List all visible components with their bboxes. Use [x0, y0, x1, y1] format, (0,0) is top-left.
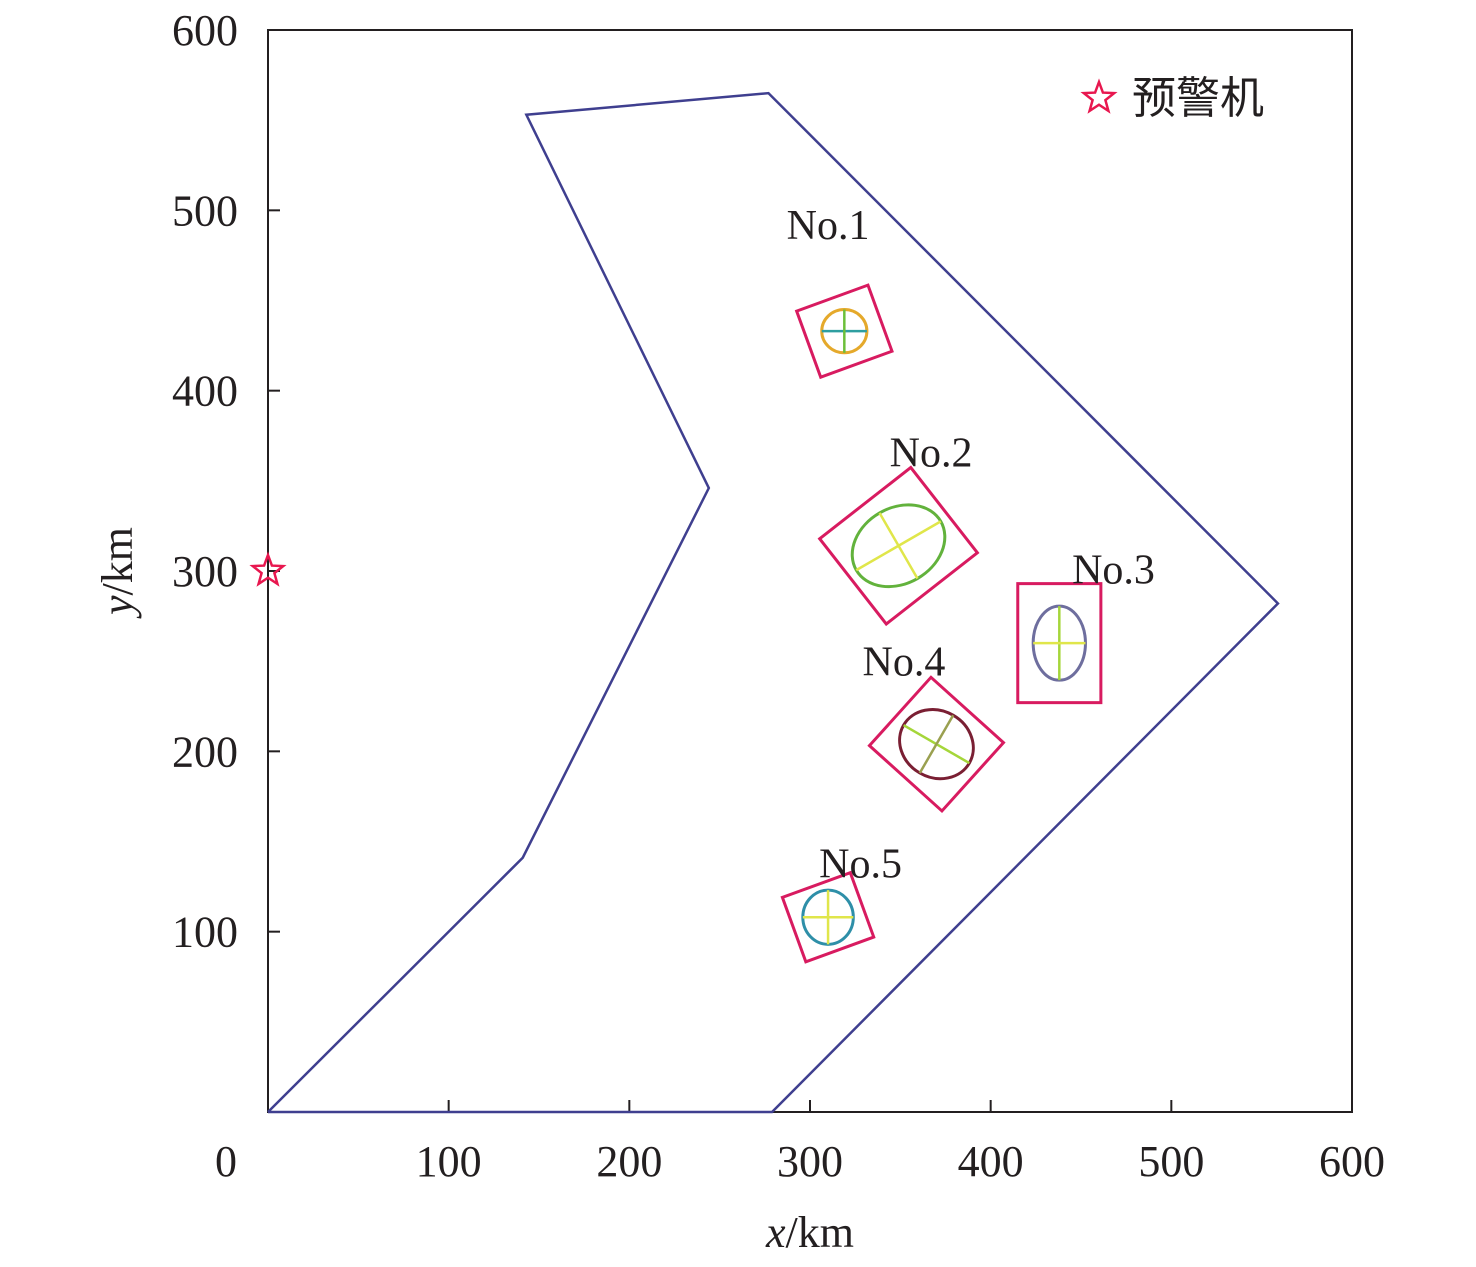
legend-label: 预警机 — [1132, 74, 1264, 123]
target-bounding-rect — [794, 283, 894, 380]
y-tick-label: 300 — [172, 547, 238, 596]
x-axis-var: x — [765, 1208, 786, 1257]
legend-star-icon — [1080, 78, 1118, 114]
ticks-layer: 0 100 200 300 400 500 600 100 200 300 400 500 600 — [172, 6, 1385, 1186]
x-tick-label: 600 — [1319, 1137, 1385, 1186]
target-3: No.3 — [1016, 548, 1155, 705]
target-bounding-rect — [1016, 582, 1103, 705]
target-5: No.5 — [780, 842, 902, 964]
x-tick-label: 500 — [1138, 1137, 1204, 1186]
target-4: No.4 — [863, 640, 1006, 814]
target-label: No.1 — [787, 203, 870, 249]
x-tick-label: 100 — [416, 1137, 482, 1186]
targets-layer: No.1 No.2 No.3 No.4 No.5 — [780, 203, 1155, 964]
target-bounding-rect — [867, 675, 1006, 814]
target-1: No.1 — [787, 203, 894, 380]
target-label: No.4 — [863, 640, 946, 686]
target-label: No.3 — [1072, 548, 1155, 594]
marker-layer — [249, 551, 287, 587]
x-tick-label: 200 — [596, 1137, 662, 1186]
y-tick-label: 600 — [172, 6, 238, 55]
x-tick-label: 300 — [777, 1137, 843, 1186]
y-axis-var: y — [93, 595, 142, 619]
y-tick-label: 200 — [172, 727, 238, 776]
y-tick-label: 500 — [172, 186, 238, 235]
awacs-star-marker — [249, 551, 287, 587]
target-2: No.2 — [817, 430, 980, 627]
target-label: No.2 — [890, 430, 973, 476]
boundary-layer — [267, 91, 1280, 1114]
x-axis-label: x/km — [765, 1208, 854, 1257]
x-axis-unit: /km — [786, 1208, 854, 1257]
legend: 预警机 — [1080, 74, 1264, 123]
y-tick-label: 400 — [172, 367, 238, 416]
region-boundary — [267, 91, 1280, 1114]
x-tick-label: 400 — [958, 1137, 1024, 1186]
target-bounding-rect — [817, 465, 980, 627]
target-bounding-rect — [780, 870, 876, 964]
y-axis-unit: /km — [93, 527, 142, 595]
y-tick-label: 100 — [172, 908, 238, 957]
target-label: No.5 — [819, 842, 902, 888]
target-minor-axis — [878, 512, 919, 580]
target-minor-axis — [918, 714, 955, 774]
y-axis-label: y/km — [93, 527, 142, 619]
x-tick-label: 0 — [215, 1137, 237, 1186]
